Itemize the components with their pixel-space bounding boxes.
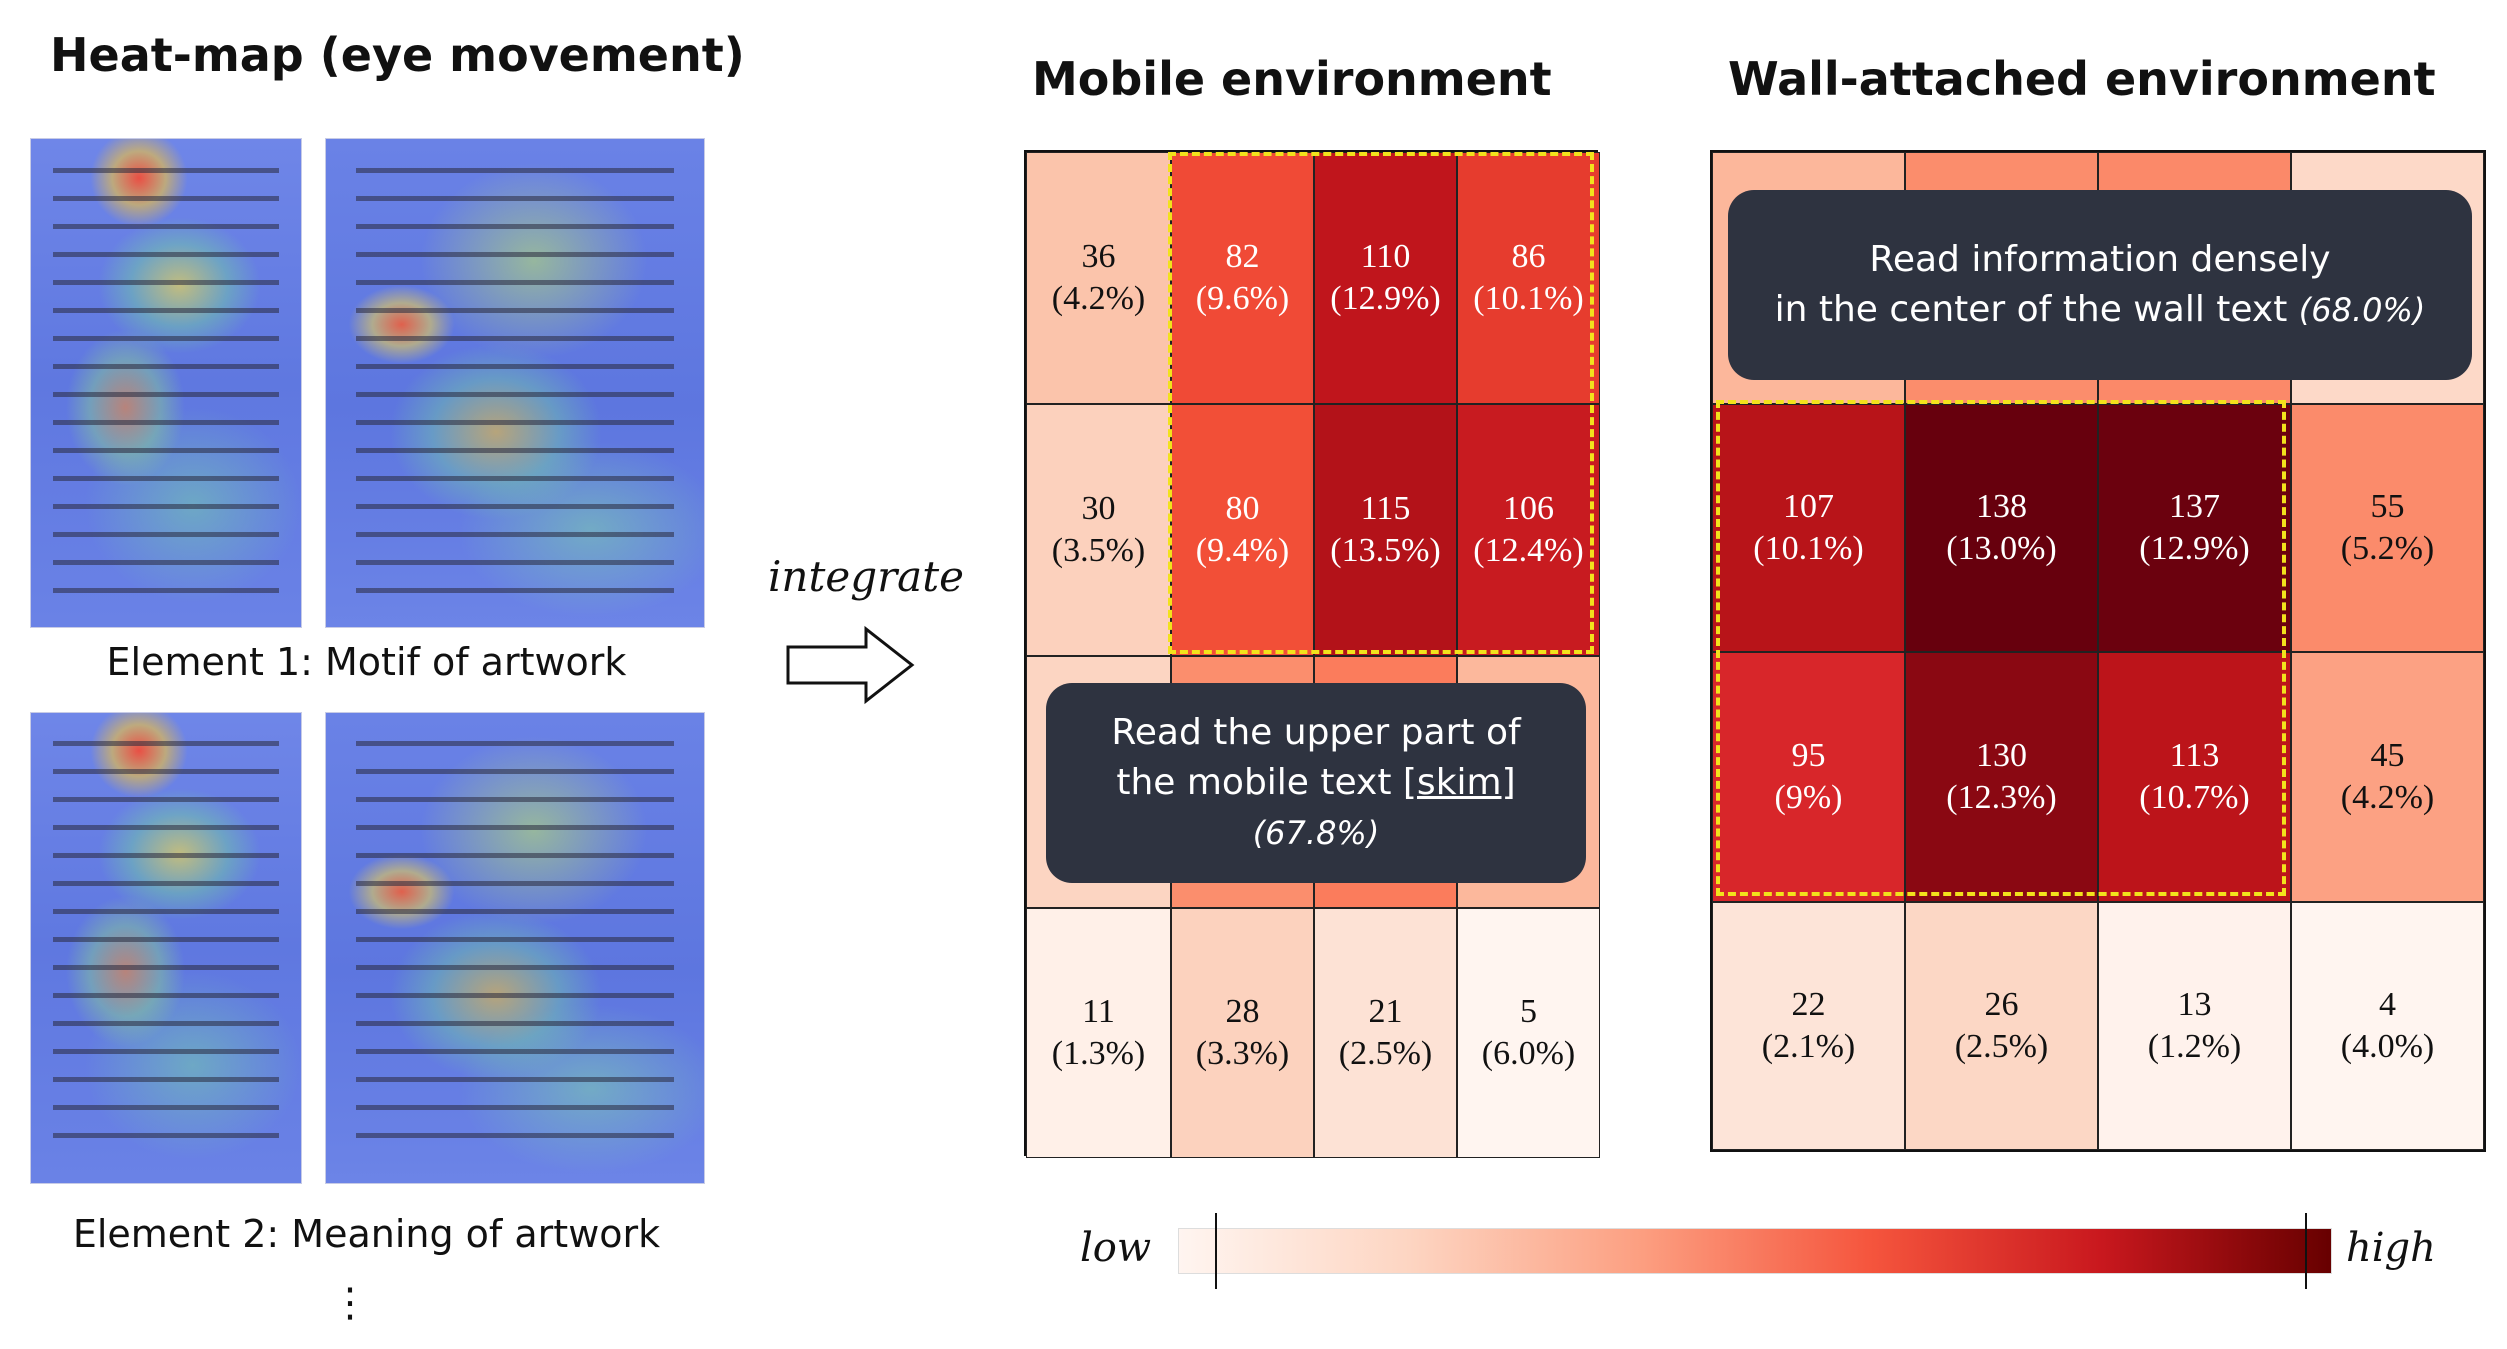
mobile-cell-count: 86 — [1511, 238, 1546, 275]
mobile-cell: 110 (12.9%) — [1314, 152, 1457, 404]
mobile-callout: Read the upper part of the mobile text [… — [1046, 683, 1586, 883]
wall-cell: 95 (9%) — [1712, 652, 1905, 902]
wall-callout: Read information densely in the center o… — [1728, 190, 2472, 380]
mobile-cell-count: 115 — [1360, 490, 1411, 527]
mobile-cell-percent: (9.4%) — [1195, 532, 1290, 569]
wall-cell-count: 13 — [2177, 986, 2212, 1023]
wall-cell: 113 (10.7%) — [2098, 652, 2291, 902]
wall-callout-line1: Read information densely — [1869, 239, 2331, 280]
mobile-cell-percent: (12.4%) — [1473, 532, 1584, 569]
mobile-cell-percent: (2.5%) — [1338, 1035, 1433, 1072]
wall-cell: 13 (1.2%) — [2098, 902, 2291, 1150]
mobile-callout-pct: (67.8%) — [1252, 814, 1380, 852]
mobile-cell-percent: (9.6%) — [1195, 280, 1290, 317]
mobile-cell: 106 (12.4%) — [1457, 404, 1600, 656]
mobile-cell-percent: (6.0%) — [1481, 1035, 1576, 1072]
element1-heatmap-wall — [325, 138, 705, 628]
wall-cell: 137 (12.9%) — [2098, 404, 2291, 652]
element2-heatmap-wall — [325, 712, 705, 1184]
wall-cell: 22 (2.1%) — [1712, 902, 1905, 1150]
mobile-cell-percent: (1.3%) — [1051, 1035, 1146, 1072]
mobile-cell: 86 (10.1%) — [1457, 152, 1600, 404]
wall-cell-count: 138 — [1976, 488, 2027, 525]
wall-cell-count: 107 — [1783, 488, 1834, 525]
mobile-cell: 30 (3.5%) — [1026, 404, 1171, 656]
wall-cell: 26 (2.5%) — [1905, 902, 2098, 1150]
wall-cell-percent: (4.0%) — [2340, 1028, 2435, 1065]
wall-cell: 130 (12.3%) — [1905, 652, 2098, 902]
wall-title: Wall-attached environment — [1728, 52, 2436, 106]
wall-cell: 4 (4.0%) — [2291, 902, 2484, 1150]
mobile-cell: 5 (6.0%) — [1457, 908, 1600, 1158]
wall-cell-percent: (9%) — [1774, 779, 1843, 816]
element1-heatmap-mobile — [30, 138, 302, 628]
mobile-cell-count: 28 — [1225, 993, 1260, 1030]
mobile-cell-count: 36 — [1081, 238, 1116, 275]
wall-cell-count: 26 — [1984, 986, 2019, 1023]
mobile-cell-percent: (4.2%) — [1051, 280, 1146, 317]
wall-cell-percent: (2.5%) — [1954, 1028, 2049, 1065]
wall-cell: 138 (13.0%) — [1905, 404, 2098, 652]
wall-callout-pct: (68.0%) — [2298, 291, 2426, 329]
right-arrow-icon — [786, 625, 915, 705]
wall-cell-count: 137 — [2169, 488, 2220, 525]
mobile-callout-line1: Read the upper part of — [1111, 712, 1521, 753]
mobile-cell-count: 5 — [1520, 993, 1537, 1030]
wall-cell-percent: (2.1%) — [1761, 1028, 1856, 1065]
element2-heatmap-mobile — [30, 712, 302, 1184]
wall-cell-percent: (10.7%) — [2139, 779, 2250, 816]
mobile-cell-count: 30 — [1081, 490, 1116, 527]
wall-cell: 45 (4.2%) — [2291, 652, 2484, 902]
mobile-grid: 36 (4.2%) 82 (9.6%) 110 (12.9%) 86 (10.1%) 30 (3.… — [1024, 150, 1600, 1158]
wall-cell-percent: (5.2%) — [2340, 530, 2435, 567]
legend-high: high — [2346, 1225, 2436, 1271]
wall-callout-line2: in the center of the wall text — [1774, 289, 2299, 330]
mobile-cell-percent: (10.1%) — [1473, 280, 1584, 317]
mobile-cell-count: 106 — [1503, 490, 1554, 527]
element1-caption: Element 1: Motif of artwork — [106, 640, 627, 684]
wall-cell-percent: (13.0%) — [1946, 530, 2057, 567]
wall-cell-count: 95 — [1791, 737, 1826, 774]
wall-cell-count: 130 — [1976, 737, 2027, 774]
mobile-cell-percent: (13.5%) — [1330, 532, 1441, 569]
wall-cell-percent: (1.2%) — [2147, 1028, 2242, 1065]
mobile-cell: 11 (1.3%) — [1026, 908, 1171, 1158]
wall-cell: 55 (5.2%) — [2291, 404, 2484, 652]
mobile-cell: 28 (3.3%) — [1171, 908, 1314, 1158]
color-scale-bar — [1178, 1213, 2332, 1289]
wall-cell-count: 45 — [2370, 737, 2405, 774]
heatmap-title: Heat-map (eye movement) — [50, 28, 745, 82]
wall-cell: 107 (10.1%) — [1712, 404, 1905, 652]
mobile-cell-count: 82 — [1225, 238, 1260, 275]
mobile-cell: 80 (9.4%) — [1171, 404, 1314, 656]
wall-cell-percent: (12.9%) — [2139, 530, 2250, 567]
element2-caption: Element 2: Meaning of artwork — [72, 1212, 661, 1256]
mobile-cell-count: 11 — [1082, 993, 1115, 1030]
mobile-cell: 115 (13.5%) — [1314, 404, 1457, 656]
wall-cell-percent: (10.1%) — [1753, 530, 1864, 567]
wall-cell-count: 113 — [2169, 737, 2220, 774]
integrate-label: integrate — [768, 552, 964, 601]
mobile-cell: 21 (2.5%) — [1314, 908, 1457, 1158]
mobile-callout-line2: the mobile text — [1116, 762, 1403, 803]
wall-cell-percent: (4.2%) — [2340, 779, 2435, 816]
wall-cell-count: 4 — [2379, 986, 2396, 1023]
mobile-cell-percent: (12.9%) — [1330, 280, 1441, 317]
mobile-title: Mobile environment — [1032, 52, 1552, 106]
mobile-cell: 82 (9.6%) — [1171, 152, 1314, 404]
mobile-cell-percent: (3.3%) — [1195, 1035, 1290, 1072]
mobile-cell-count: 110 — [1360, 238, 1411, 275]
mobile-cell-percent: (3.5%) — [1051, 532, 1146, 569]
mobile-cell-count: 21 — [1368, 993, 1403, 1030]
mobile-callout-skim: [skim] — [1402, 762, 1516, 803]
mobile-cell-count: 80 — [1225, 490, 1260, 527]
wall-cell-count: 55 — [2370, 488, 2405, 525]
wall-cell-count: 22 — [1791, 986, 1826, 1023]
mobile-cell: 36 (4.2%) — [1026, 152, 1171, 404]
more-ellipsis: ⋮ — [330, 1280, 370, 1326]
legend-low: low — [1080, 1225, 1152, 1271]
wall-cell-percent: (12.3%) — [1946, 779, 2057, 816]
